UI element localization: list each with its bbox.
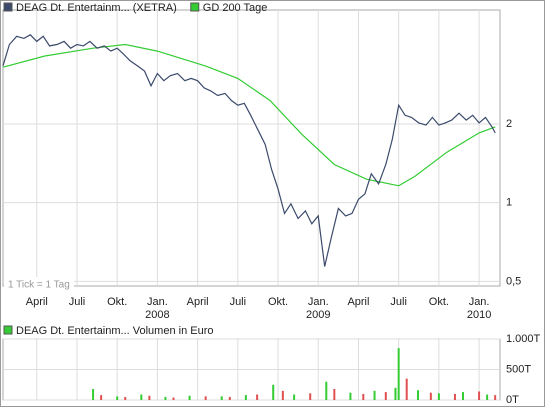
volume-bar <box>204 396 207 400</box>
volume-bar <box>220 396 223 400</box>
volume-bar <box>397 348 400 400</box>
volume-bar <box>462 392 465 400</box>
legend-swatch <box>190 2 200 12</box>
x-tick-label: Jan. <box>308 296 329 308</box>
volume-bar <box>140 394 143 400</box>
volume-bar <box>188 395 191 400</box>
y-tick-label: 0,5 <box>506 275 521 287</box>
y-tick-label: 2 <box>506 118 512 130</box>
volume-bar <box>494 395 497 400</box>
y-tick-label: 500T <box>506 363 531 375</box>
volume-bar <box>405 378 408 400</box>
volume-bar <box>256 394 259 400</box>
note: 1 Tick = 1 Tag <box>8 280 70 291</box>
volume-bar <box>281 390 284 400</box>
price-line <box>2 43 496 187</box>
volume-bar <box>394 387 397 400</box>
y-tick-label: 1.000T <box>506 333 541 345</box>
y-tick-label: 0T <box>506 394 519 406</box>
volume-bar <box>309 393 312 400</box>
volume-bar <box>148 395 151 400</box>
note-box <box>4 277 74 291</box>
x-tick-label: Okt. <box>107 296 127 308</box>
x-tick-label: April <box>187 296 209 308</box>
volume-bar <box>172 397 175 400</box>
legend-label: GD 200 Tage <box>203 2 268 14</box>
x-tick-label: Jan. <box>469 296 490 308</box>
volume-bar <box>100 395 103 400</box>
legend-swatch <box>3 325 13 335</box>
x-year-label: 2009 <box>306 309 330 321</box>
x-year-label: 2010 <box>467 309 491 321</box>
x-tick-label: Juli <box>230 296 247 308</box>
price-line <box>2 34 496 267</box>
volume-bar <box>164 396 167 400</box>
volume-bar <box>349 392 352 400</box>
volume-bar <box>92 389 95 400</box>
volume-bar <box>325 381 328 400</box>
x-tick-label: April <box>347 296 369 308</box>
volume-bar <box>373 390 376 400</box>
plot-area <box>2 9 501 287</box>
volume-bar <box>429 392 432 400</box>
x-tick-label: Okt. <box>268 296 288 308</box>
volume-bar <box>293 394 296 400</box>
x-year-label: 2008 <box>145 309 169 321</box>
volume-bar <box>453 393 456 400</box>
volume-bar <box>437 393 440 400</box>
volume-bar <box>362 393 365 400</box>
x-tick-label: Okt. <box>429 296 449 308</box>
volume-bar <box>486 394 489 400</box>
volume-bar <box>384 392 387 400</box>
volume-title: DEAG Dt. Entertainm... Volumen in Euro <box>16 325 213 337</box>
x-tick-label: Juli <box>390 296 407 308</box>
volume-bar <box>416 390 419 400</box>
legend-swatch <box>3 2 13 12</box>
y-tick-label: 1 <box>506 197 512 209</box>
volume-bar <box>272 384 275 400</box>
volume-bar <box>244 395 247 400</box>
x-tick-label: Jan. <box>147 296 168 308</box>
volume-bar <box>116 396 119 400</box>
volume-bar <box>228 396 231 400</box>
legend-label: DEAG Dt. Entertainm... (XETRA) <box>16 2 177 14</box>
volume-bar <box>333 389 336 400</box>
x-tick-label: Juli <box>69 296 86 308</box>
volume-bar <box>478 391 481 400</box>
x-tick-label: April <box>26 296 48 308</box>
volume-bar <box>124 396 127 400</box>
